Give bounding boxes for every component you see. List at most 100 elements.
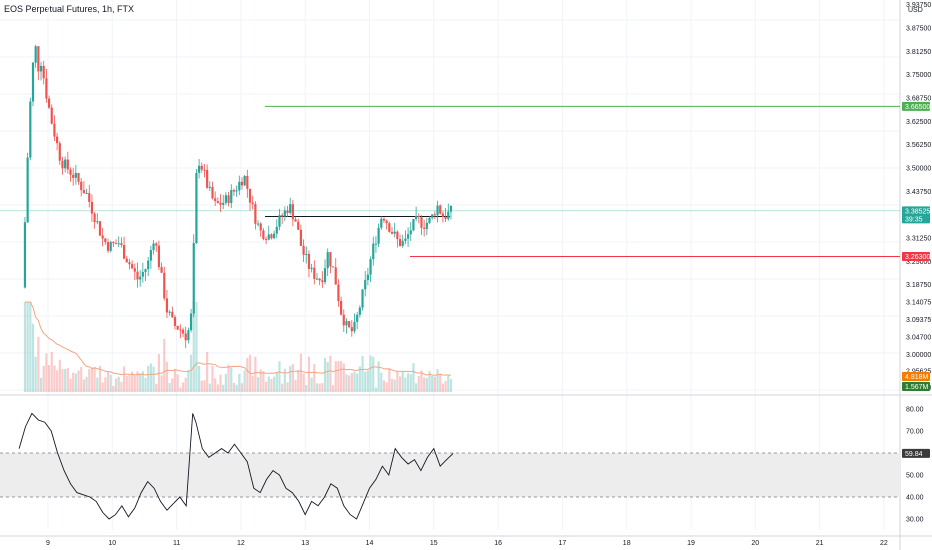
candle-body bbox=[163, 272, 166, 299]
volume-bar bbox=[286, 382, 289, 392]
candle-body bbox=[305, 254, 308, 256]
volume-bar bbox=[61, 369, 64, 392]
volume-bar bbox=[85, 376, 88, 392]
candle-body bbox=[415, 215, 418, 219]
price-tick: 3.56250 bbox=[906, 142, 931, 149]
volume-bar bbox=[348, 375, 351, 392]
candle-body bbox=[270, 234, 273, 239]
candle-body bbox=[171, 311, 174, 318]
price-tick: 3.25000 bbox=[906, 259, 931, 266]
volume-bar bbox=[409, 374, 412, 392]
volume-bar bbox=[425, 377, 428, 392]
volume-bar bbox=[232, 382, 236, 392]
volume-bar bbox=[66, 367, 69, 392]
volume-bar bbox=[428, 371, 431, 392]
rsi-tick: 80.00 bbox=[906, 407, 924, 414]
volume-bar bbox=[326, 362, 329, 392]
volume-bar bbox=[125, 375, 128, 392]
candle-body bbox=[45, 78, 48, 99]
volume-bar bbox=[264, 381, 268, 392]
time-tick: 13 bbox=[301, 540, 309, 547]
candle-body bbox=[235, 190, 238, 192]
volume-bar bbox=[372, 356, 375, 392]
candle-body bbox=[85, 193, 88, 195]
candle-body bbox=[315, 278, 319, 280]
volume-bar bbox=[29, 302, 32, 392]
candle-body bbox=[222, 202, 225, 205]
volume-bar bbox=[439, 373, 442, 392]
candle-body bbox=[323, 268, 327, 283]
volume-bar bbox=[302, 373, 305, 392]
volume-bar bbox=[273, 376, 276, 392]
candle-body bbox=[198, 165, 201, 173]
rsi-band-fill bbox=[0, 453, 900, 497]
candle-body bbox=[74, 173, 77, 178]
volume-bar bbox=[390, 378, 394, 392]
time-tick: 12 bbox=[237, 540, 245, 547]
candle-body bbox=[310, 267, 313, 269]
volume-bar bbox=[181, 382, 185, 392]
candle-body bbox=[423, 227, 426, 229]
volume-bar bbox=[31, 323, 35, 392]
volume-bar bbox=[262, 371, 265, 392]
candle-body bbox=[283, 210, 286, 217]
candle-body bbox=[66, 159, 69, 170]
candle-body bbox=[441, 213, 445, 217]
volume-bar bbox=[168, 382, 171, 392]
candle-body bbox=[200, 165, 203, 170]
time-tick: 11 bbox=[173, 540, 180, 547]
volume-bar bbox=[171, 378, 174, 392]
candle-body bbox=[181, 329, 185, 334]
volume-bar bbox=[152, 366, 155, 392]
volume-bar bbox=[39, 377, 43, 392]
volume-bar bbox=[163, 338, 166, 392]
candle-body bbox=[246, 175, 249, 189]
candle-body bbox=[90, 201, 94, 214]
volume-bar bbox=[256, 377, 260, 392]
volume-bar bbox=[219, 374, 222, 392]
candle-body bbox=[348, 321, 351, 328]
volume-bar bbox=[214, 378, 217, 392]
volume-bar bbox=[198, 366, 201, 392]
volume-bar bbox=[318, 383, 321, 392]
volume-bar bbox=[109, 374, 112, 392]
volume-bar bbox=[216, 384, 219, 392]
volume-bar bbox=[147, 365, 150, 392]
volume-bar bbox=[254, 356, 257, 392]
volume-bar bbox=[96, 377, 99, 392]
volume-bar bbox=[393, 379, 396, 392]
price-tick: 3.93750 bbox=[906, 2, 931, 9]
volume-bar bbox=[358, 366, 361, 392]
resistance-tag: 3.66500 bbox=[905, 104, 930, 111]
candle-body bbox=[58, 143, 61, 161]
volume-bar bbox=[291, 363, 294, 392]
volume-bar bbox=[382, 380, 386, 392]
time-tick: 16 bbox=[494, 540, 502, 547]
candle-body bbox=[369, 259, 372, 275]
volume-bar bbox=[345, 374, 348, 392]
candle-body bbox=[412, 218, 415, 231]
candle-body bbox=[289, 204, 292, 213]
volume-bar bbox=[423, 377, 426, 392]
candle-body bbox=[160, 267, 163, 273]
volume-bar bbox=[369, 355, 372, 392]
volume-bar bbox=[34, 356, 37, 392]
candle-body bbox=[155, 243, 158, 246]
volume-bar bbox=[240, 383, 244, 392]
candle-body bbox=[189, 313, 193, 331]
volume-bar bbox=[337, 361, 340, 392]
candle-body bbox=[364, 280, 367, 290]
candle-body bbox=[281, 215, 284, 217]
horizontal-levels bbox=[0, 105, 900, 257]
candle-body bbox=[114, 243, 118, 245]
candle-body bbox=[80, 181, 83, 191]
candle-body bbox=[275, 226, 278, 234]
candle-body bbox=[208, 186, 211, 188]
candle-body bbox=[39, 65, 43, 72]
volume-bar bbox=[356, 373, 359, 392]
volume-bar bbox=[366, 370, 369, 392]
candle-body bbox=[168, 311, 171, 313]
candle-body bbox=[294, 219, 297, 222]
